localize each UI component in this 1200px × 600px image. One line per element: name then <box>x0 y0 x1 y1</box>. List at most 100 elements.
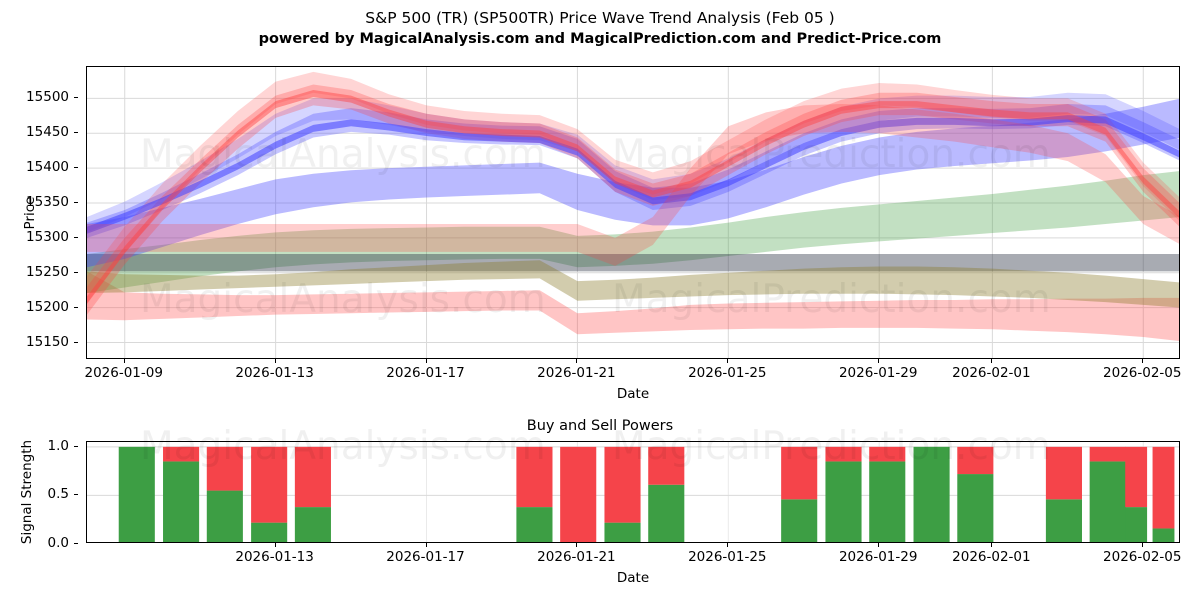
price-x-tick-label: 2026-02-05 <box>1103 365 1182 381</box>
power-x-tick-label: 2026-01-17 <box>386 549 465 565</box>
price-y-tick-label: 15300 <box>26 228 69 245</box>
price-wave-bands <box>87 67 1179 358</box>
sell-power-bar <box>604 446 641 523</box>
power-x-tick-mark <box>1142 543 1144 547</box>
figure-title: S&P 500 (TR) (SP500TR) Price Wave Trend … <box>0 8 1200 50</box>
price-x-tick-mark <box>727 359 729 363</box>
sell-power-bar <box>869 446 906 462</box>
price-y-tick-label: 15400 <box>26 159 69 176</box>
price-y-tick-label: 15250 <box>26 263 69 280</box>
buy-power-bar <box>206 490 243 542</box>
price-y-tick-labels: 15150 15200 15250 15300 15350 15400 15450 15500 <box>0 66 78 359</box>
sell-power-bar <box>1125 446 1148 508</box>
sell-power-bar <box>516 446 553 508</box>
power-x-tick-label: 2026-02-01 <box>952 549 1031 565</box>
price-band-upper-red-wave-band-a <box>87 84 1179 315</box>
buy-power-bar <box>1089 461 1126 542</box>
price-x-tick-label: 2026-02-01 <box>952 365 1031 381</box>
power-x-tick-mark <box>727 543 729 547</box>
price-band-dark-overlap-band <box>87 253 1179 272</box>
buy-power-bar <box>294 507 331 542</box>
sell-power-bar <box>251 446 288 523</box>
buy-power-bar <box>604 522 641 542</box>
price-y-axis-title: Price <box>22 196 38 230</box>
price-chart-axes <box>86 66 1180 359</box>
buy-power-bar <box>1125 507 1148 542</box>
power-y-tick-label: 0.0 <box>47 535 69 551</box>
price-y-tick-mark <box>74 97 78 99</box>
sell-power-bar <box>1045 446 1082 500</box>
price-x-tick-label: 2026-01-13 <box>235 365 314 381</box>
sell-power-bar <box>1152 446 1175 529</box>
power-x-tick-labels: 2026-01-13 2026-01-17 2026-01-21 2026-01-25… <box>86 543 1182 569</box>
price-y-tick-label: 15350 <box>26 194 69 211</box>
power-y-tick-labels: 0.0 0.5 1.0 <box>0 437 78 551</box>
power-x-tick-mark <box>878 543 880 547</box>
price-y-tick-label: 15500 <box>26 89 69 106</box>
power-x-tick-label: 2026-01-25 <box>688 549 767 565</box>
price-x-tick-label: 2026-01-21 <box>537 365 616 381</box>
price-y-tick-mark <box>74 132 78 134</box>
price-band-mid-green-band <box>87 171 1179 294</box>
price-x-tick-label: 2026-01-25 <box>688 365 767 381</box>
buy-power-bar <box>825 461 862 542</box>
price-x-tick-label: 2026-01-29 <box>838 365 918 381</box>
power-x-tick-label: 2026-01-13 <box>235 549 314 565</box>
price-x-tick-label: 2026-01-09 <box>84 365 163 381</box>
sell-power-bar <box>825 446 862 462</box>
power-x-tick-mark <box>991 543 993 547</box>
title-line-2: powered by MagicalAnalysis.com and Magic… <box>258 31 942 47</box>
price-y-tick-mark <box>74 306 78 308</box>
power-y-tick-label: 1.0 <box>47 437 69 454</box>
buy-power-bar <box>913 446 950 542</box>
buy-power-bar <box>1152 528 1175 542</box>
power-y-tick-label: 0.5 <box>47 486 69 503</box>
power-x-tick-label: 2026-02-05 <box>1103 549 1182 565</box>
price-y-tick-mark <box>74 202 78 204</box>
price-y-tick-mark <box>74 271 78 273</box>
price-y-tick-label: 15450 <box>26 124 69 141</box>
power-x-axis-title: Date <box>616 570 650 586</box>
price-band-olive-overlap-band <box>87 260 1179 308</box>
price-gridlines <box>87 67 1179 358</box>
power-y-tick-mark <box>74 445 78 447</box>
buy-power-bar <box>516 507 553 542</box>
title-line-1: S&P 500 (TR) (SP500TR) Price Wave Trend … <box>365 9 835 27</box>
price-y-tick-mark <box>74 341 78 343</box>
price-x-tick-mark <box>576 359 578 363</box>
price-band-upper-blue-wave-band-b <box>87 92 1179 233</box>
price-band-primary-blue-trend-band <box>87 98 1179 268</box>
sell-power-bar <box>781 446 818 500</box>
power-x-tick-mark <box>576 543 578 547</box>
power-x-tick-mark <box>274 543 276 547</box>
sell-power-bar <box>648 446 685 485</box>
price-x-tick-mark <box>878 359 880 363</box>
power-chart-title: Buy and Sell Powers <box>526 418 674 434</box>
price-y-tick-mark <box>74 167 78 169</box>
price-y-tick-label: 15200 <box>26 298 69 315</box>
power-x-tick-label: 2026-01-29 <box>838 549 918 565</box>
sell-power-bar <box>560 446 597 542</box>
price-x-tick-label: 2026-01-17 <box>386 365 465 381</box>
buy-power-bar <box>118 446 155 542</box>
power-x-tick-label: 2026-01-21 <box>537 549 616 565</box>
buy-power-bar <box>957 474 994 542</box>
buy-power-bar <box>869 461 906 542</box>
price-x-tick-labels: 2026-01-09 2026-01-13 2026-01-17 2026-01-21… <box>84 359 1182 385</box>
power-y-tick-mark <box>74 543 78 544</box>
sell-power-bar <box>1089 446 1126 462</box>
price-x-tick-mark <box>1142 359 1144 363</box>
buy-power-bar <box>1045 499 1082 542</box>
sell-power-bar <box>163 446 200 462</box>
sell-power-bar <box>957 446 994 475</box>
price-band-late-red-dip-band <box>87 103 1179 266</box>
price-y-tick-label: 15150 <box>26 333 69 350</box>
buy-power-bar <box>781 499 818 542</box>
power-chart-axes <box>86 441 1180 543</box>
sell-power-bar <box>206 446 243 491</box>
price-band-upper-red-wave-band-b <box>87 71 1179 305</box>
price-x-tick-mark <box>425 359 427 363</box>
buy-power-bar <box>163 461 200 542</box>
buy-power-bar <box>251 522 288 542</box>
buy-sell-power-bars <box>87 442 1179 542</box>
